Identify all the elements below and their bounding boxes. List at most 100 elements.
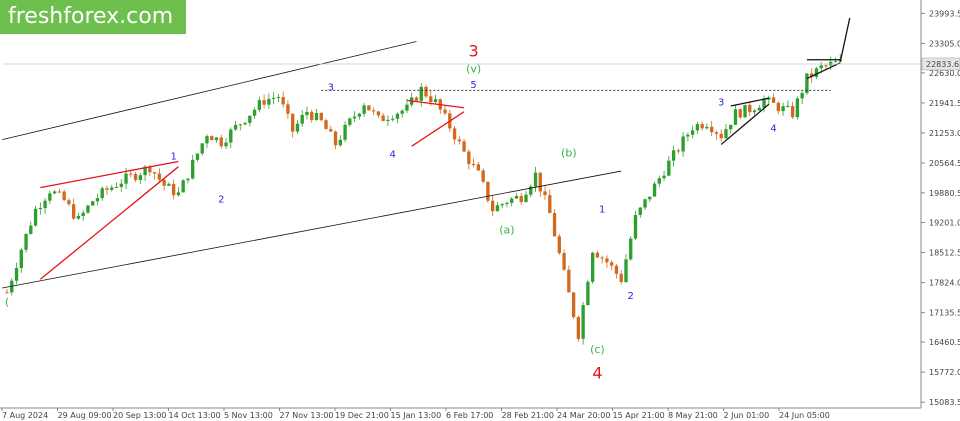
candle-body [33,208,38,226]
candle-body [714,132,719,134]
time-tick-label: 15 Apr 21:00 [613,411,665,420]
candle-body [343,124,347,140]
candle-body [576,317,581,339]
candle-body [481,170,485,182]
candle-body [614,265,619,274]
candle-body [24,233,28,250]
candle-body [457,139,461,142]
wave-label: 4 [770,123,776,134]
candle-body [552,213,557,237]
candle-body [91,201,95,206]
candle-body [671,150,676,161]
candle-body [229,129,233,143]
candle-body [400,110,404,114]
candle-body [757,107,761,111]
candle-body [210,136,214,141]
candle-body [467,151,471,165]
candle-body [319,112,323,121]
wave-label: (a) [499,223,514,236]
candle-body [252,109,257,116]
time-tick-label: 2 Jun 01:00 [724,411,770,420]
candle-body [471,164,476,166]
candle-body [181,180,185,193]
candle-body [291,113,295,132]
candle-body [590,252,595,282]
candle-body [762,99,766,108]
candle-body [43,200,47,209]
candle-body [800,93,804,99]
time-axis: 7 Aug 2024 29 Aug 09:00 20 Sep 13:00 14 Oct… [0,407,921,420]
candle-body [152,172,157,174]
candle-body [367,105,371,111]
candle-body [529,186,533,195]
candle-body [476,164,481,171]
candle-body [833,61,838,63]
candle-body [324,120,328,130]
price-tick-label: 23993.5 [929,9,960,18]
time-tick-label: 5 Nov 13:00 [224,411,273,420]
candle-body [119,183,123,187]
candle-body [143,166,147,176]
candle-body [733,109,738,125]
candle-body [595,252,600,258]
candle-body [514,195,519,199]
candle-body [624,259,628,283]
candle-body [690,130,695,135]
candle-body [186,178,190,181]
wave-label: 3 [469,42,479,61]
candle-body [710,126,714,133]
candle-body [571,292,576,318]
price-tick-label: 22630.0 [929,69,960,78]
candle-body [386,119,390,121]
projected-wave-line [839,17,851,63]
candle-body [695,124,700,131]
wave-label: (c) [590,343,605,356]
candle-body [738,109,742,118]
candle-body [633,215,638,239]
candle-body [638,207,642,216]
time-tick-label: 6 Feb 17:00 [446,411,493,420]
candle-body [776,102,781,112]
candle-body [629,238,633,260]
time-tick-label: 27 Nov 13:00 [280,411,334,420]
candle-body [810,73,814,78]
candle-body [748,104,752,113]
candle-body [114,186,119,188]
candle-body [348,118,352,125]
candle-body [352,116,357,119]
time-tick-label: 15 Jan 13:00 [391,411,442,420]
candle-body [248,115,252,123]
candle-body [486,181,490,201]
candle-body [19,249,23,269]
price-tick-label: 18512.5 [929,249,960,258]
candle-body [81,212,85,217]
time-tick-label: 19 Dec 21:00 [335,411,389,420]
candle-body [429,96,433,103]
time-tick-label: 28 Feb 21:00 [502,411,554,420]
candle-body [5,292,9,294]
candle-body [362,105,366,114]
candle-body [557,236,561,254]
candle-body [167,183,171,186]
candle-body [433,99,438,103]
candle-body [700,124,704,129]
triangle-lower-line [39,166,179,280]
wave-label: 1 [599,205,605,216]
channel-lower-line [2,170,622,289]
time-tick-label: 14 Oct 13:00 [169,411,221,420]
triangle-upper-line [40,160,179,189]
candle-body [533,172,538,187]
triangle-lower-line [720,103,770,145]
candle-body [381,115,385,121]
wave-label: 4 [592,363,602,382]
wave-label: 2 [628,291,634,302]
candle-body [271,97,276,99]
current-price-label: 22833.6 [926,60,959,69]
candle-body [276,96,281,98]
brand-logo: freshforex.com [0,0,186,34]
candle-body [371,110,376,112]
price-tick-label: 15772.0 [929,368,960,377]
candle-body [395,113,400,119]
candle-body [38,208,42,210]
